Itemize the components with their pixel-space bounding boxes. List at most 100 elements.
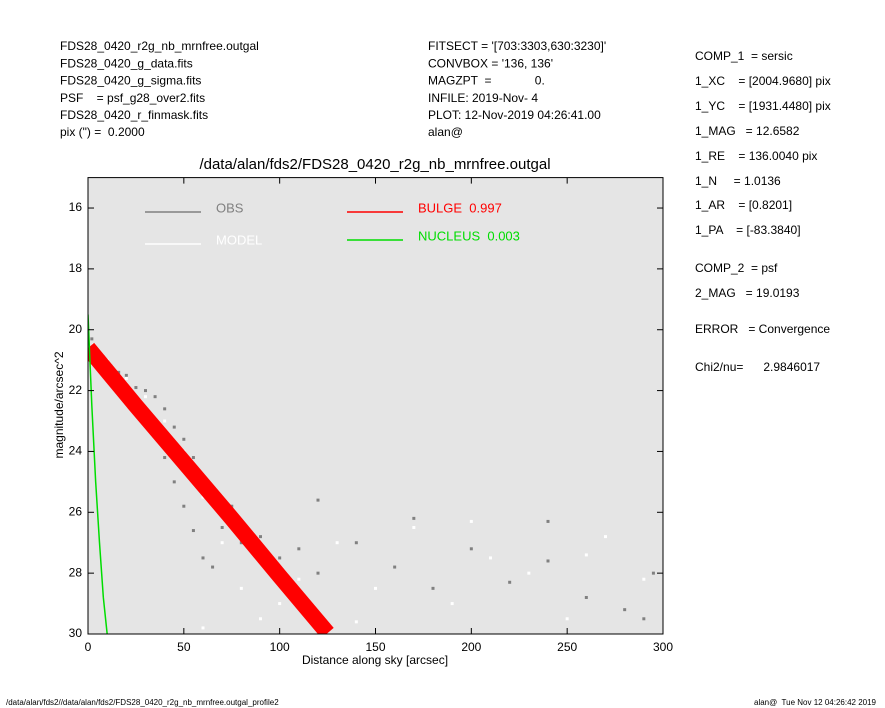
data-point — [354, 620, 358, 624]
y-tick-label: 24 — [69, 444, 83, 458]
header-line: FDS28_0420_g_sigma.fits — [60, 74, 201, 88]
chart-title: /data/alan/fds2/FDS28_0420_r2g_nb_mrnfre… — [199, 156, 550, 173]
parameter: 1_N = 1.0136 — [695, 174, 781, 188]
legend-label: NUCLEUS 0.003 — [418, 228, 520, 243]
x-tick-label: 100 — [270, 640, 290, 654]
data-point — [163, 456, 167, 460]
y-tick-label: 22 — [69, 383, 83, 397]
x-axis-label: Distance along sky [arcsec] — [302, 653, 448, 667]
data-point — [527, 571, 531, 575]
data-point — [124, 376, 128, 380]
footer-left: /data/alan/fds2//data/alan/fds2/FDS28_04… — [6, 698, 279, 707]
parameter: Chi2/nu= 2.9846017 — [695, 360, 820, 374]
data-point — [201, 626, 205, 630]
parameter: 1_PA = [-83.3840] — [695, 223, 801, 237]
header-line: alan@ — [428, 125, 463, 139]
data-point — [316, 571, 320, 575]
parameter: 1_AR = [0.8201] — [695, 198, 792, 212]
data-point — [172, 425, 176, 429]
y-tick-label: 28 — [69, 565, 83, 579]
data-point — [278, 556, 282, 560]
x-tick-label: 150 — [365, 640, 385, 654]
y-tick-label: 26 — [69, 504, 83, 518]
parameter: 1_MAG = 12.6582 — [695, 124, 800, 138]
data-point — [604, 535, 607, 539]
y-tick-label: 20 — [69, 322, 83, 336]
data-point — [191, 456, 195, 460]
data-point — [278, 602, 282, 606]
header-line: PLOT: 12-Nov-2019 04:26:41.00 — [428, 108, 601, 122]
data-point — [239, 541, 243, 545]
legend-label: BULGE 0.997 — [418, 200, 502, 215]
data-point — [117, 370, 121, 374]
data-point — [469, 519, 473, 523]
data-point — [316, 498, 320, 502]
y-tick-label: 18 — [69, 261, 83, 275]
x-tick-label: 50 — [177, 640, 191, 654]
parameter: 1_RE = 136.0040 pix — [695, 149, 817, 163]
data-point — [201, 495, 205, 499]
data-point — [182, 504, 186, 508]
header-line: FDS28_0420_r_finmask.fits — [60, 108, 208, 122]
parameter: ERROR = Convergence — [695, 322, 830, 336]
data-point — [546, 519, 550, 523]
data-point — [259, 535, 262, 539]
data-point — [642, 577, 646, 581]
data-point — [297, 547, 301, 551]
data-point — [144, 389, 147, 393]
header-line: CONVBOX = '136, 136' — [428, 56, 553, 70]
x-tick-label: 0 — [85, 640, 92, 654]
data-point — [144, 395, 147, 399]
plot-background — [88, 177, 663, 634]
data-point — [124, 373, 128, 377]
data-point — [489, 556, 492, 560]
data-point — [220, 526, 224, 530]
footer-right: alan@ Tue Nov 12 04:26:42 2019 — [754, 698, 877, 707]
header-line: FDS28_0420_r2g_nb_mrnfree.outgal — [60, 39, 259, 53]
data-point — [259, 617, 262, 621]
data-point — [239, 586, 243, 590]
data-point — [584, 595, 588, 599]
header-line: pix (") = 0.2000 — [60, 125, 145, 139]
x-tick-label: 250 — [557, 640, 577, 654]
model-band — [88, 342, 334, 634]
data-point — [623, 608, 627, 612]
legend-label: MODEL — [216, 232, 262, 247]
header-line: INFILE: 2019-Nov- 4 — [428, 91, 538, 105]
data-point — [163, 407, 167, 411]
data-point — [450, 602, 454, 606]
data-point — [651, 571, 655, 575]
data-point — [584, 553, 588, 557]
parameter: 1_YC = [1931.4480] pix — [695, 99, 831, 113]
data-point — [431, 586, 435, 590]
header-line: MAGZPT = 0. — [428, 74, 545, 88]
data-point — [393, 565, 397, 569]
y-tick-label: 16 — [69, 200, 83, 214]
data-point — [153, 395, 157, 399]
x-tick-label: 300 — [653, 640, 673, 654]
data-point — [297, 577, 301, 581]
data-point — [90, 337, 94, 341]
data-point — [508, 580, 512, 584]
model-line — [88, 314, 108, 634]
data-point — [191, 529, 195, 533]
parameter: 2_MAG = 19.0193 — [695, 286, 800, 300]
data-point — [182, 437, 186, 441]
data-point — [172, 480, 176, 484]
plot-marks — [88, 314, 655, 634]
parameter: 1_XC = [2004.9680] pix — [695, 74, 831, 88]
data-point — [354, 541, 358, 545]
data-point — [335, 541, 339, 545]
data-point — [211, 565, 215, 569]
parameter: COMP_2 = psf — [695, 261, 778, 275]
data-point — [412, 526, 416, 530]
data-point — [412, 516, 416, 520]
data-point — [201, 556, 205, 560]
parameter: COMP_1 = sersic — [695, 49, 793, 63]
data-point — [642, 617, 646, 621]
data-point — [220, 541, 224, 545]
data-point — [546, 559, 550, 563]
header-line: FDS28_0420_g_data.fits — [60, 56, 193, 70]
header-line: PSF = psf_g28_over2.fits — [60, 91, 205, 105]
